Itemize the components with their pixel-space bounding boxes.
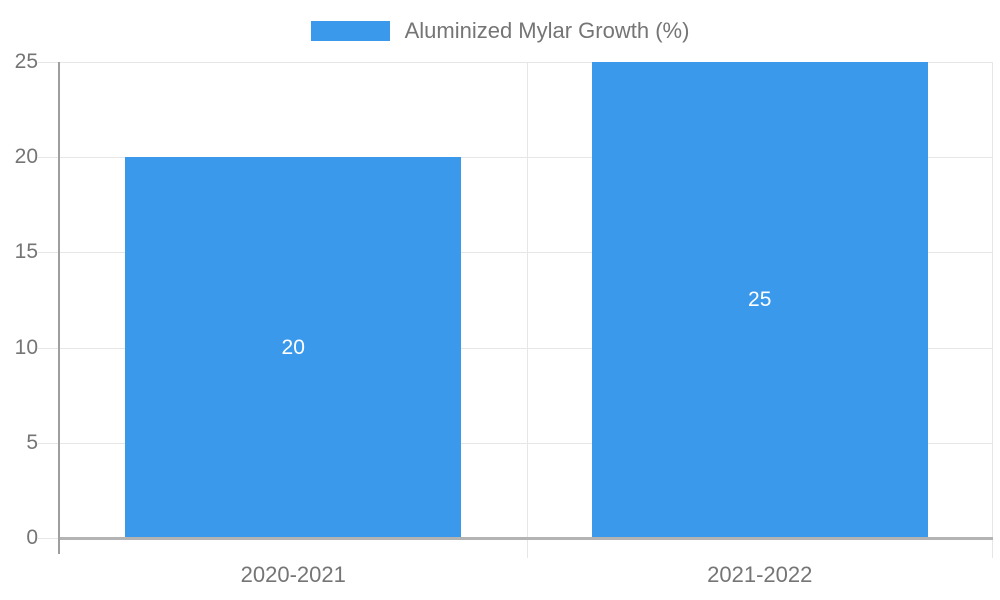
bar: [125, 157, 462, 538]
x-axis-line: [60, 537, 993, 540]
y-axis-line: [58, 62, 60, 554]
bar-value-label: 20: [281, 335, 305, 359]
bar: [591, 62, 928, 538]
bar-value-label: 25: [748, 288, 772, 311]
plot-right-border: [992, 62, 993, 558]
y-tick-label: 25: [14, 50, 38, 73]
x-tick-label: 2021-2022: [707, 562, 813, 587]
y-tick-mark: [38, 157, 60, 159]
y-axis-labels: 0 5 10 15 20 25: [0, 50, 38, 549]
plot-area: 20 25: [38, 62, 993, 558]
y-tick-mark: [38, 442, 60, 444]
y-tick-label: 0: [26, 526, 38, 549]
legend-label: Aluminized Mylar Growth (%): [404, 18, 690, 43]
legend-swatch: [310, 21, 390, 41]
x-axis-labels: 2020-2021 2021-2022: [60, 562, 993, 592]
y-tick-label: 10: [14, 335, 38, 359]
y-tick-label: 5: [26, 430, 38, 454]
y-tick-mark: [38, 538, 60, 539]
y-tick-mark: [38, 62, 60, 63]
y-tick-label: 20: [14, 145, 38, 169]
x-tick-label: 2020-2021: [240, 562, 346, 587]
y-tick-mark: [38, 347, 60, 349]
y-tick-mark: [38, 252, 60, 254]
legend: Aluminized Mylar Growth (%): [0, 18, 1000, 44]
category-divider: [526, 62, 528, 558]
y-tick-label: 15: [14, 240, 38, 264]
